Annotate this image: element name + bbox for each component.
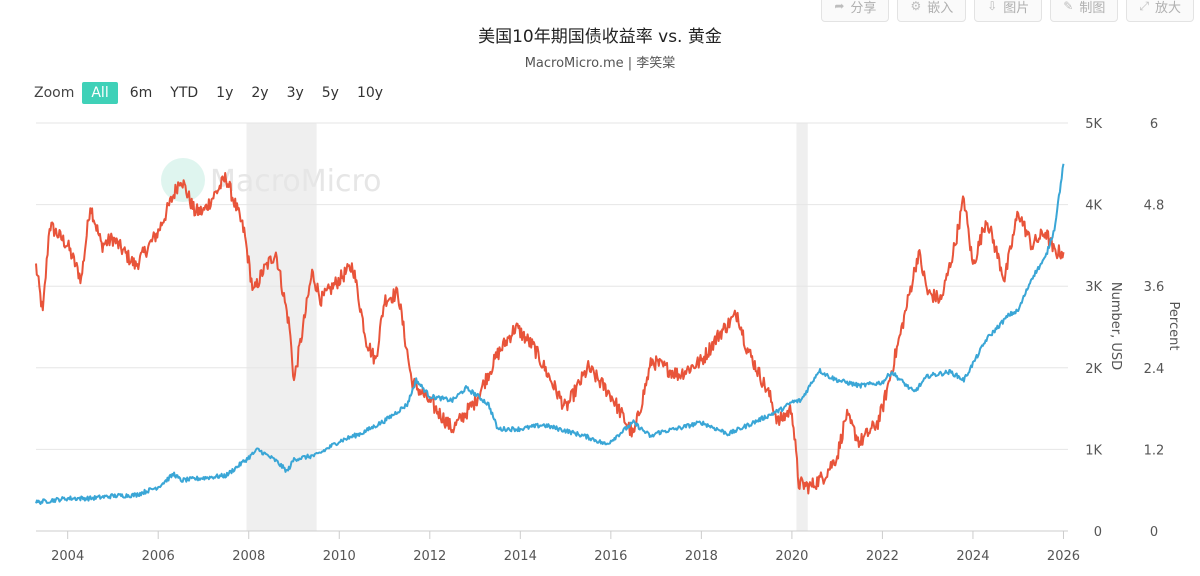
expand-icon: ⤢ (1139, 0, 1149, 13)
left-tick-label: 1K (1085, 443, 1102, 458)
edit-button[interactable]: ✎ 制图 (1050, 0, 1119, 22)
chart-subtitle: MacroMicro.me | 李笑棠 (524, 56, 676, 71)
x-tick-label: 2026 (1047, 549, 1080, 564)
download-icon: ⇩ (987, 0, 998, 13)
left-tick-label: 0 (1094, 525, 1102, 540)
gold-price-line[interactable] (35, 163, 1065, 505)
recession-bands (246, 123, 808, 531)
zoom-10y-button[interactable]: 10y (356, 85, 384, 101)
zoom-all-button[interactable]: All (82, 82, 118, 104)
share-button[interactable]: ➦ 分享 (821, 0, 890, 22)
edit-label: 制图 (1079, 0, 1106, 16)
x-tick-label: 2016 (594, 549, 627, 564)
gridlines (36, 122, 1068, 532)
x-tick-label: 2020 (775, 549, 808, 564)
x-tick-label: 2004 (51, 549, 84, 564)
left-tick-label: 2K (1085, 362, 1102, 377)
zoom-2y-button[interactable]: 2y (251, 85, 269, 101)
gear-icon: ⚙ (910, 0, 922, 13)
zoom-3y-button[interactable]: 3y (286, 85, 304, 101)
x-tick-label: 2018 (685, 549, 718, 564)
left-tick-label: 5K (1085, 117, 1102, 132)
zoom-selector: Zoom All 6m YTD 1y 2y 3y 5y 10y (34, 82, 395, 104)
chart-toolbar: ➦ 分享 ⚙ 嵌入 ⇩ 图片 ✎ 制图 ⤢ 放大 (821, 0, 1194, 22)
right-tick-label: 6 (1150, 117, 1158, 132)
x-tick-label: 2008 (232, 549, 265, 564)
treasury-yield-line[interactable] (35, 172, 1065, 495)
image-label: 图片 (1003, 0, 1030, 16)
recession-band (796, 123, 808, 531)
image-button[interactable]: ⇩ 图片 (974, 0, 1043, 22)
left-axis-title: Number, USD (1108, 282, 1123, 370)
right-tick-label: 4.8 (1144, 199, 1165, 214)
watermark: MacroMicro (161, 158, 382, 202)
right-tick-label: 3.6 (1144, 280, 1165, 295)
pencil-icon: ✎ (1063, 0, 1074, 13)
share-icon: ➦ (834, 0, 845, 13)
left-y-axis: 0 1K 2K 3K 4K 5K (1085, 117, 1102, 540)
zoom-1y-button[interactable]: 1y (216, 85, 234, 101)
series-lines (35, 163, 1065, 505)
left-tick-label: 4K (1085, 199, 1102, 214)
chart-title: 美国10年期国债收益率 vs. 黄金 (478, 27, 722, 47)
expand-button[interactable]: ⤢ 放大 (1126, 0, 1194, 22)
x-tick-label: 2006 (142, 549, 175, 564)
x-tick-label: 2014 (504, 549, 537, 564)
x-tick-label: 2010 (323, 549, 356, 564)
embed-label: 嵌入 (927, 0, 954, 16)
x-axis: 2004 2006 2008 2010 2012 2014 2016 2018 2020 2022… (51, 531, 1080, 564)
zoom-5y-button[interactable]: 5y (321, 85, 339, 101)
right-tick-label: 1.2 (1144, 443, 1165, 458)
zoom-label: Zoom (34, 85, 75, 101)
x-tick-label: 2024 (956, 549, 989, 564)
share-label: 分享 (850, 0, 877, 16)
recession-band (246, 123, 317, 531)
right-axis-title: Percent (1166, 302, 1181, 351)
x-tick-label: 2022 (866, 549, 899, 564)
zoom-ytd-button[interactable]: YTD (170, 85, 199, 101)
expand-label: 放大 (1154, 0, 1181, 16)
x-tick-label: 2012 (413, 549, 446, 564)
zoom-6m-button[interactable]: 6m (129, 85, 153, 101)
right-tick-label: 2.4 (1144, 362, 1165, 377)
right-tick-label: 0 (1150, 525, 1158, 540)
watermark-text: MacroMicro (210, 164, 382, 199)
right-y-axis: 0 1.2 2.4 3.6 4.8 6 (1144, 117, 1165, 540)
left-tick-label: 3K (1085, 280, 1102, 295)
embed-button[interactable]: ⚙ 嵌入 (897, 0, 967, 22)
